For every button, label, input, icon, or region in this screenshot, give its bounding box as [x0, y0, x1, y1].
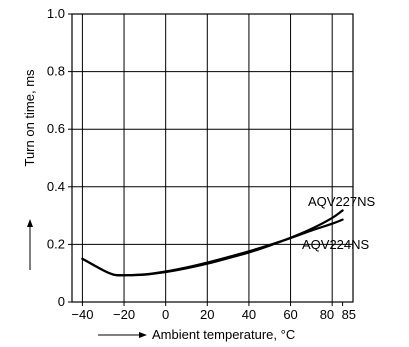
x-axis-title: Ambient temperature, °C: [152, 327, 295, 342]
data-curves: [81, 209, 344, 277]
y-axis-title-group: Turn on time, ms: [22, 69, 37, 270]
y-tick-label: 0.8: [47, 64, 65, 79]
y-tick-label: 0.2: [47, 236, 65, 251]
x-tick-label: −20: [113, 307, 135, 322]
series-label-aqv227ns: AQV227NS: [308, 194, 376, 209]
y-axis-arrowhead-icon: [27, 219, 33, 227]
series-label-aqv224ns: AQV224NS: [302, 237, 370, 252]
series-line-aqv224ns: [81, 218, 344, 277]
x-tick-label: 85: [342, 307, 356, 322]
y-tick-label: 1.0: [47, 6, 65, 21]
plot-border: [71, 13, 354, 303]
x-tick-label: 20: [200, 307, 214, 322]
y-tick-label: 0.6: [47, 121, 65, 136]
grid: [72, 13, 353, 303]
tick-labels: −40 −20 0 20 40 60 80 85 0 0.2 0.4 0.6 0.8 1.0: [47, 6, 356, 322]
x-axis-arrowhead-icon: [139, 332, 147, 338]
x-axis-title-group: Ambient temperature, °C: [98, 327, 295, 342]
x-tick-label: 80: [320, 307, 334, 322]
plot-frame: [68, 13, 354, 306]
x-tick-label: 0: [162, 307, 169, 322]
series-labels: AQV227NS AQV224NS: [302, 194, 376, 252]
y-tick-label: 0.4: [47, 179, 65, 194]
x-tick-label: 60: [283, 307, 297, 322]
y-tick-label: 0: [58, 294, 65, 309]
x-tick-label: −40: [71, 307, 93, 322]
x-tick-label: 40: [242, 307, 256, 322]
y-axis-title: Turn on time, ms: [22, 69, 37, 167]
